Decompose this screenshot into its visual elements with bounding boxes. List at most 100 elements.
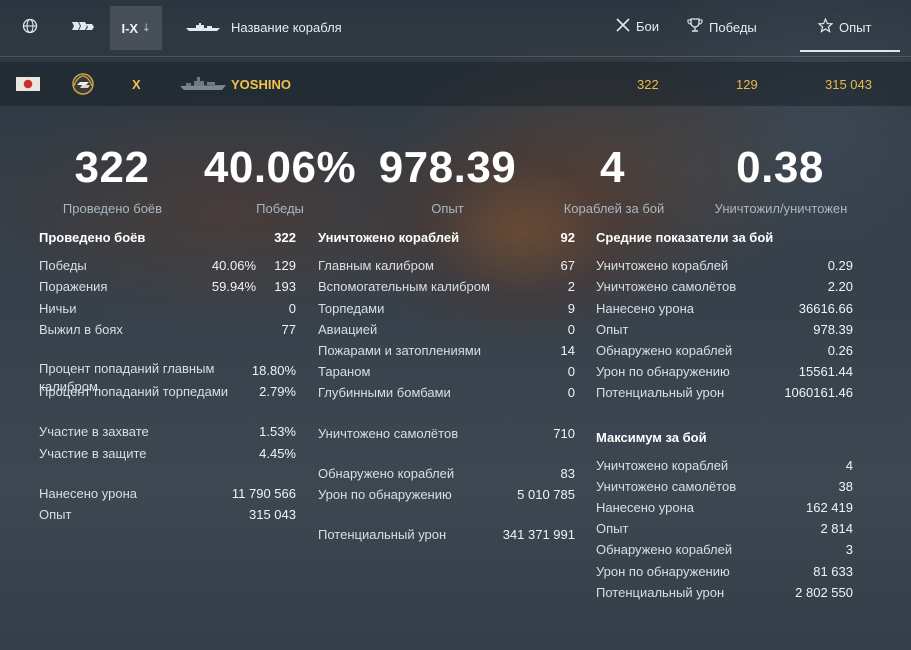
sort-battles-button[interactable]: Бои [616, 18, 659, 35]
spacer [39, 248, 296, 255]
summary-kd-label: Уничтожил/уничтожен [714, 201, 848, 216]
stat-row: Тараном 0 [318, 361, 575, 382]
stat-row: Уничтожено кораблей 92 [318, 227, 575, 248]
ship-exp: 315 043 [825, 76, 872, 92]
stat-label: Участие в защите [39, 445, 147, 461]
stat-row: Вспомогательным калибром 2 [318, 276, 575, 297]
stat-label: Урон по обнаружению [596, 364, 730, 380]
stat-value: 36616.66 [798, 300, 853, 316]
stat-row: Глубинными бомбами 0 [318, 382, 575, 403]
stat-value: 0 [567, 321, 575, 337]
ship-tier: X [132, 76, 141, 92]
stat-label: Уничтожено кораблей [596, 258, 729, 274]
summary-battles-value: 322 [74, 143, 150, 192]
stat-value: 978.39 [813, 321, 853, 337]
stat-row: Проведено боёв 322 [39, 227, 296, 248]
stat-value: 38 [838, 478, 853, 494]
stat-value: 0 [567, 364, 575, 380]
sort-exp-button[interactable]: Опыт [817, 17, 872, 36]
spacer [596, 248, 853, 255]
stat-label: Процент попаданий торпедами [39, 384, 229, 400]
spacer [596, 448, 853, 455]
stat-label: Обнаружено кораблей [596, 542, 733, 558]
stat-label: Нанесено урона [39, 485, 138, 501]
stat-label: Обнаружено кораблей [318, 465, 455, 481]
general-stats-column: Проведено боёв 322 Победы 40.06% 129 Пор… [39, 227, 296, 525]
tier-filter-button[interactable]: I-X ⇣ [110, 6, 162, 50]
spacer [318, 505, 575, 524]
sort-wins-button[interactable]: Победы [687, 18, 757, 36]
stat-label: Урон по обнаружению [596, 563, 730, 579]
stat-label: Победы [39, 258, 87, 274]
stat-label: Ничьи [39, 300, 77, 316]
stat-row: Обнаружено кораблей 3 [596, 539, 853, 560]
stat-row: Нанесено урона 162 419 [596, 497, 853, 518]
stat-value: 2.79% [259, 384, 296, 400]
stat-value: 2 802 550 [795, 584, 853, 600]
stat-label: Уничтожено самолётов [318, 425, 459, 441]
spacer [318, 248, 575, 255]
stat-label: Потенциальный урон [596, 584, 725, 600]
stat-label: Поражения [39, 279, 108, 295]
stat-row: Нанесено урона 11 790 566 [39, 483, 296, 504]
stat-value: 18.80% [251, 362, 296, 378]
stat-section-title: Средние показатели за бой [596, 230, 774, 245]
stat-value: 3 [845, 542, 853, 558]
stat-value: 81 633 [813, 563, 853, 579]
stat-row: Поражения 59.94% 193 [39, 276, 296, 297]
stat-row: Торпедами 9 [318, 298, 575, 319]
summary-battles-label: Проведено боёв [62, 201, 163, 216]
stat-row: Потенциальный урон 341 371 991 [318, 524, 575, 545]
ship-name-sort[interactable]: Название корабля [231, 20, 342, 35]
stat-value: 5 010 785 [517, 486, 575, 502]
stat-row: Урон по обнаружению 81 633 [596, 561, 853, 582]
nation-filter-button[interactable] [18, 0, 42, 56]
stat-label: Уничтожено самолётов [596, 279, 737, 295]
stat-label: Главным калибром [318, 258, 434, 274]
ship-wins: 129 [736, 76, 758, 92]
stat-row: Максимум за бой [596, 427, 853, 448]
stat-row: Процент попаданий главным калибром 18.80… [39, 360, 296, 394]
stat-row: Уничтожено кораблей 4 [596, 455, 853, 476]
stat-row: Выжил в боях 77 [39, 319, 296, 340]
stat-value: 129 [274, 258, 296, 274]
stat-row: Победы 40.06% 129 [39, 255, 296, 276]
stat-value: 341 371 991 [502, 527, 575, 543]
sort-exp-label: Опыт [839, 19, 872, 35]
stat-row: Процент попаданий торпедами 2.79% [39, 381, 296, 402]
stat-label: Процент попаданий главным калибром [39, 360, 215, 394]
stat-label: Обнаружено кораблей [596, 342, 733, 358]
summary-ships-value: 4 [600, 143, 625, 192]
stat-row: Урон по обнаружению 15561.44 [596, 361, 853, 382]
active-sort-indicator [800, 50, 900, 52]
ship-row[interactable]: X YOSHINO 322 129 315 043 [0, 62, 911, 106]
stat-value: 193 [274, 279, 296, 295]
stat-row: Опыт 2 814 [596, 518, 853, 539]
summary-kd-value: 0.38 [736, 143, 824, 192]
globe-icon [22, 18, 38, 39]
stat-value: 322 [274, 230, 296, 245]
ship-name-sort-icon-wrap[interactable] [185, 0, 221, 56]
stat-value: 1.53% [259, 424, 296, 440]
filter-bar: I-X ⇣ Название корабля Бои Победы Опыт [0, 0, 911, 56]
stat-label: Опыт [596, 521, 629, 537]
stat-row: Ничьи 0 [39, 298, 296, 319]
stat-value: 0.26 [827, 342, 853, 358]
stat-label: Нанесено урона [596, 300, 695, 316]
ship-silhouette-icon [186, 19, 220, 37]
stat-value: 92 [560, 230, 575, 245]
stat-row: Обнаружено кораблей 83 [318, 463, 575, 484]
stat-label: Торпедами [318, 300, 385, 316]
stat-row: Нанесено урона 36616.66 [596, 298, 853, 319]
stat-label: Опыт [596, 321, 629, 337]
stat-value: 0 [567, 385, 575, 401]
stat-percent: 59.94% [211, 279, 256, 295]
stat-value: 315 043 [249, 506, 296, 522]
summary-ships-label: Кораблей за бой [563, 201, 665, 216]
type-filter-button[interactable] [70, 0, 96, 56]
stat-row: Уничтожено самолётов 2.20 [596, 276, 853, 297]
stat-section-title: Максимум за бой [596, 429, 707, 445]
stat-label: Тараном [318, 364, 371, 380]
stat-label: Уничтожено самолётов [596, 478, 737, 494]
stat-percent: 40.06% [211, 258, 256, 274]
